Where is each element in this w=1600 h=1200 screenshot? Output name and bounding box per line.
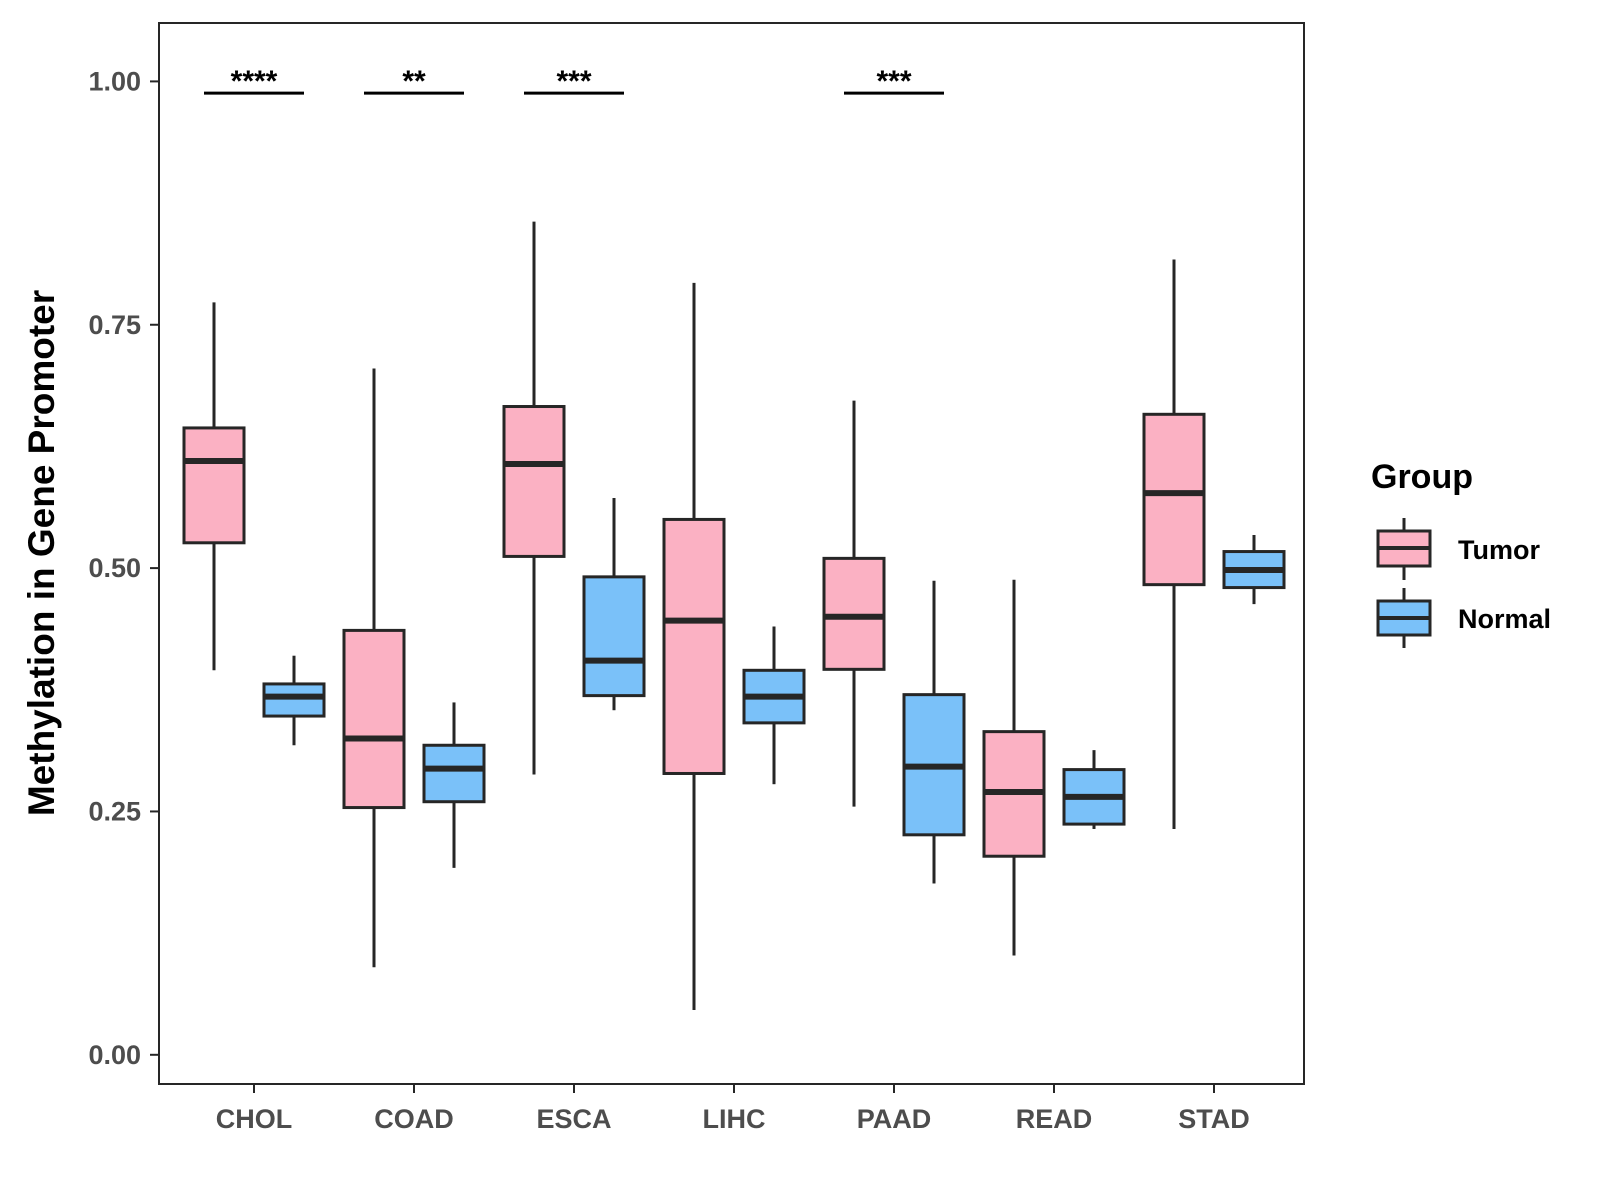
y-tick-label: 1.00	[88, 66, 141, 96]
box-iqr	[582, 575, 646, 698]
significance-esca: ***	[524, 65, 624, 98]
box-iqr	[1142, 412, 1206, 587]
box-iqr	[502, 405, 566, 558]
y-tick-label: 0.50	[88, 553, 141, 583]
significance-coad: **	[364, 65, 464, 98]
y-tick-label: 0.25	[88, 796, 141, 826]
legend-label-tumor: Tumor	[1458, 535, 1540, 565]
y-axis: 0.00 0.25 0.50 0.75 1.00	[88, 66, 159, 1070]
significance-annotations: **** ** *** ***	[204, 65, 944, 98]
legend-label-normal: Normal	[1458, 604, 1551, 634]
box-normal-chol	[262, 655, 326, 746]
box-iqr	[422, 743, 486, 804]
box-iqr	[182, 426, 246, 545]
x-tick-label: ESCA	[536, 1104, 611, 1134]
box-normal-coad	[422, 702, 486, 868]
x-axis: CHOL COAD ESCA LIHC PAAD READ STAD	[216, 1084, 1250, 1134]
box-tumor-stad	[1142, 259, 1206, 829]
box-iqr	[662, 517, 726, 775]
significance-label: ****	[231, 65, 278, 98]
box-normal-paad	[902, 580, 966, 884]
box-normal-lihc	[742, 626, 806, 785]
significance-label: ***	[876, 65, 911, 98]
y-tick-label: 0.00	[88, 1040, 141, 1070]
box-normal-esca	[582, 498, 646, 711]
box-tumor-chol	[182, 302, 246, 671]
x-tick-label: COAD	[374, 1104, 454, 1134]
box-series-layer	[182, 221, 1286, 1011]
significance-label: ***	[556, 65, 591, 98]
plot-panel	[158, 22, 1305, 1085]
box-tumor-read	[982, 579, 1046, 956]
x-tick-label: LIHC	[703, 1104, 766, 1134]
legend-entry-normal: Normal	[1376, 588, 1551, 648]
x-tick-label: PAAD	[857, 1104, 932, 1134]
significance-chol: ****	[204, 65, 304, 98]
box-tumor-paad	[822, 400, 886, 807]
panel-border	[158, 22, 1305, 1085]
legend-entry-tumor: Tumor	[1376, 518, 1540, 580]
box-tumor-lihc	[662, 282, 726, 1011]
box-iqr	[262, 682, 326, 718]
legend-title: Group	[1371, 458, 1473, 496]
y-axis-title: Methylation in Gene Promoter	[21, 290, 62, 816]
significance-label: **	[402, 65, 426, 98]
x-tick-label: STAD	[1178, 1104, 1250, 1134]
box-tumor-esca	[502, 221, 566, 775]
significance-paad: ***	[844, 65, 944, 98]
x-tick-label: READ	[1016, 1104, 1093, 1134]
box-normal-read	[1062, 750, 1126, 829]
y-tick-label: 0.75	[88, 310, 141, 340]
x-tick-label: CHOL	[216, 1104, 293, 1134]
legend: Group Tumor Normal	[1371, 458, 1551, 648]
box-normal-stad	[1222, 535, 1286, 605]
box-iqr	[342, 628, 406, 810]
box-tumor-coad	[342, 368, 406, 968]
